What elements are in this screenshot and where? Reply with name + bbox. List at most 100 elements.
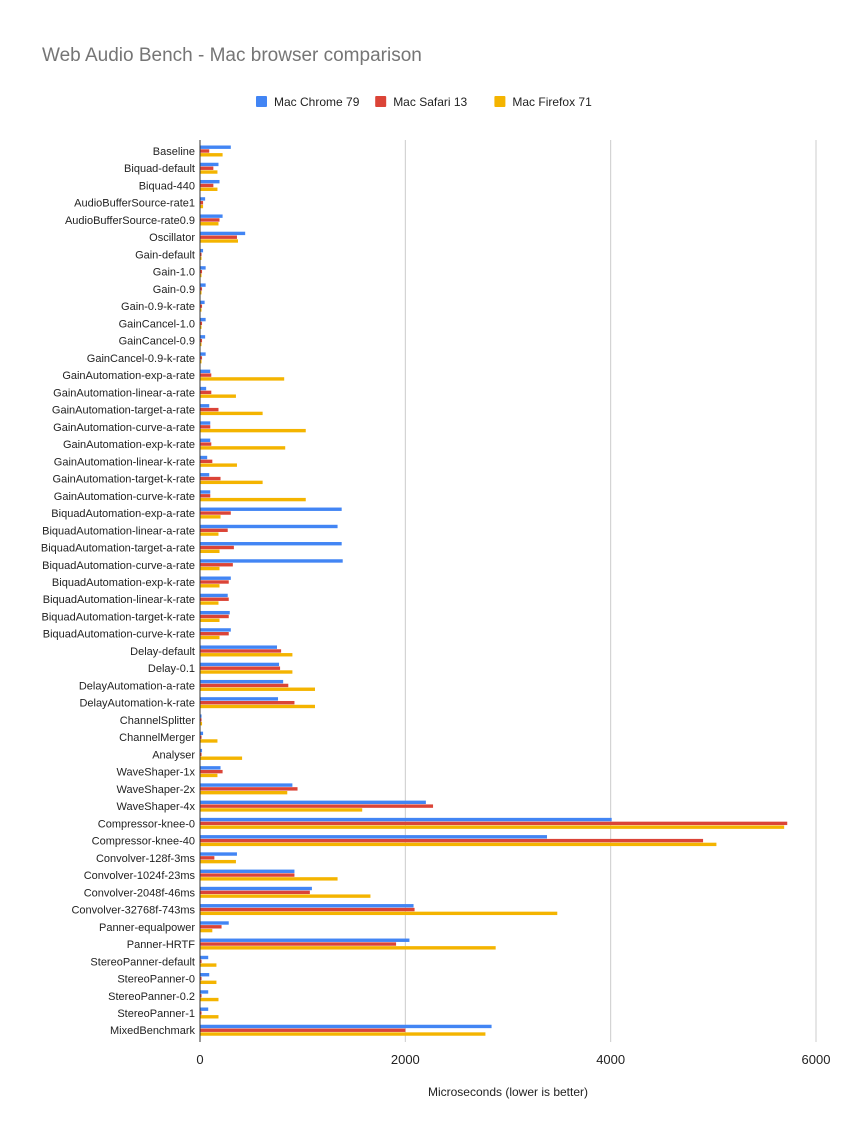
bar: Mac Firefox 71 - Compressor-knee-40: 503… (200, 842, 717, 847)
bar: Mac Safari 13 - GainCancel-1.0: 20 (200, 321, 203, 326)
bar: Mac Chrome 79 - GainAutomation-exp-a-rat… (200, 369, 211, 374)
bar: Mac Safari 13 - BiquadAutomation-linear-… (200, 597, 229, 601)
category-label: Compressor-knee-0 (98, 818, 195, 830)
bar: Mac Firefox 71 - ChannelMerger: 170 (200, 739, 218, 743)
bar: Mac Firefox 71 - StereoPanner-0: 160 (200, 980, 217, 985)
bar: Mac Safari 13 - GainAutomation-exp-a-rat… (200, 373, 212, 377)
bar: Mac Firefox 71 - BiquadAutomation-curve-… (200, 566, 220, 571)
bar: Mac Safari 13 - ChannelMerger: 15 (200, 735, 202, 739)
category-label: ChannelSplitter (120, 715, 196, 727)
category-label: GainAutomation-exp-k-rate (63, 439, 195, 451)
category-label: Compressor-knee-40 (92, 836, 195, 848)
bar: Mac Chrome 79 - Panner-HRTF: 2040 (200, 938, 410, 942)
chart-title: Web Audio Bench - Mac browser comparison (42, 45, 422, 66)
category-label: Convolver-1024f-23ms (84, 870, 196, 882)
x-tick-label: 6000 (802, 1052, 831, 1067)
category-label: Panner-HRTF (127, 939, 196, 951)
category-label: BiquadAutomation-target-a-rate (41, 543, 195, 555)
bar: Mac Firefox 71 - StereoPanner-default: 1… (200, 963, 217, 967)
bar: Mac Chrome 79 - GainAutomation-target-k-… (200, 473, 210, 477)
bar: Mac Firefox 71 - GainAutomation-target-k… (200, 480, 263, 485)
bar: Mac Chrome 79 - BiquadAutomation-linear-… (200, 593, 228, 598)
bar: Mac Safari 13 - Panner-equalpower: 210 (200, 925, 222, 929)
bar: Mac Chrome 79 - Gain-0.9: 55 (200, 283, 206, 287)
bar: Mac Chrome 79 - Biquad-default: 180 (200, 162, 219, 167)
bar: Mac Firefox 71 - Convolver-1024f-23ms: 1… (200, 877, 338, 881)
category-label: BiquadAutomation-linear-a-rate (42, 525, 195, 537)
bar: Mac Firefox 71 - Gain-1.0: 15 (200, 273, 202, 278)
category-label: Gain-default (135, 249, 195, 261)
bar: Mac Firefox 71 - Oscillator: 370 (200, 239, 238, 243)
x-axis-tick-labels: 0 2000 4000 6000 (196, 1052, 830, 1067)
bar: Mac Firefox 71 - Biquad-default: 170 (200, 170, 218, 174)
bar: Mac Safari 13 - GainAutomation-linear-a-… (200, 390, 212, 395)
bar: Mac Chrome 79 - GainAutomation-linear-a-… (200, 386, 207, 391)
bar: Mac Firefox 71 - GainCancel-0.9: 15 (200, 342, 202, 347)
bar: Mac Firefox 71 - GainAutomation-exp-a-ra… (200, 377, 285, 381)
bar: Mac Chrome 79 - Oscillator: 440 (200, 231, 246, 236)
category-label: MixedBenchmark (110, 1025, 195, 1037)
bar: Mac Chrome 79 - Compressor-knee-0: 4010 (200, 817, 612, 822)
legend-swatch (375, 96, 387, 107)
bar: Mac Firefox 71 - GainAutomation-exp-k-ra… (200, 446, 286, 450)
bar: Mac Firefox 71 - MixedBenchmark: 2780 (200, 1032, 486, 1036)
bar: Mac Chrome 79 - ChannelSplitter: 15 (200, 714, 202, 718)
legend-label: Mac Firefox 71 (512, 95, 592, 109)
bar: Mac Safari 13 - GainAutomation-linear-k-… (200, 459, 213, 464)
bar: Mac Safari 13 - WaveShaper-2x: 950 (200, 787, 298, 791)
bar: Mac Firefox 71 - GainCancel-1.0: 15 (200, 325, 202, 329)
category-label: Panner-equalpower (99, 922, 195, 934)
bar: Mac Firefox 71 - Gain-0.9: 15 (200, 291, 202, 295)
category-label: BiquadAutomation-curve-a-rate (42, 560, 195, 572)
category-label: BiquadAutomation-exp-a-rate (51, 508, 195, 520)
bar: Mac Safari 13 - StereoPanner-1: 15 (200, 1011, 202, 1015)
bar: Mac Safari 13 - Compressor-knee-40: 4900 (200, 838, 704, 843)
bar: Mac Chrome 79 - Gain-0.9-k-rate: 45 (200, 300, 205, 305)
bar: Mac Chrome 79 - AudioBufferSource-rate1:… (200, 197, 206, 201)
bar: Mac Firefox 71 - Baseline: 220 (200, 153, 223, 157)
category-label: Convolver-32768f-743ms (71, 905, 195, 917)
category-label: BiquadAutomation-curve-k-rate (43, 629, 195, 641)
x-tick-label: 2000 (391, 1052, 420, 1067)
bar: Mac Chrome 79 - MixedBenchmark: 2840 (200, 1024, 492, 1029)
bar: Mac Firefox 71 - AudioBufferSource-rate1… (200, 204, 204, 209)
category-label: GainCancel-0.9 (119, 336, 195, 348)
bar: Mac Safari 13 - WaveShaper-4x: 2270 (200, 804, 434, 808)
bar: Mac Chrome 79 - Baseline: 300 (200, 145, 231, 149)
bar: Mac Chrome 79 - GainAutomation-curve-a-r… (200, 421, 211, 425)
bar: Mac Firefox 71 - BiquadAutomation-exp-k-… (200, 584, 220, 588)
bar: Mac Chrome 79 - GainAutomation-curve-k-r… (200, 490, 211, 494)
category-label: GainAutomation-curve-a-rate (53, 422, 195, 434)
bar: Mac Chrome 79 - GainAutomation-exp-k-rat… (200, 438, 211, 442)
legend: Mac Chrome 79 Mac Safari 13 Mac Firefox 71 (256, 95, 592, 109)
bar: Mac Firefox 71 - BiquadAutomation-linear… (200, 601, 219, 605)
bar: Mac Safari 13 - Convolver-128f-3ms: 140 (200, 856, 215, 860)
category-label: GainAutomation-linear-k-rate (54, 456, 195, 468)
bar: Mac Firefox 71 - BiquadAutomation-target… (200, 618, 220, 622)
bar: Mac Firefox 71 - Convolver-32768f-743ms:… (200, 911, 558, 916)
category-label: Convolver-128f-3ms (96, 853, 196, 865)
category-label: ChannelMerger (119, 732, 195, 744)
category-label: Gain-0.9 (153, 284, 195, 296)
bar: Mac Firefox 71 - GainAutomation-curve-k-… (200, 497, 306, 502)
bar: Mac Safari 13 - Delay-0.1: 780 (200, 666, 281, 670)
bar: Mac Firefox 71 - Delay-default: 900 (200, 653, 293, 657)
category-label: GainAutomation-target-k-rate (53, 474, 195, 486)
bar: Mac Firefox 71 - DelayAutomation-a-rate:… (200, 687, 315, 691)
category-label: GainAutomation-exp-a-rate (62, 370, 195, 382)
category-label: DelayAutomation-a-rate (79, 680, 195, 692)
bar: Mac Safari 13 - StereoPanner-0: 15 (200, 976, 202, 981)
bar: Mac Chrome 79 - GainAutomation-linear-k-… (200, 455, 208, 460)
bar: Mac Firefox 71 - WaveShaper-1x: 170 (200, 773, 218, 778)
bar: Mac Safari 13 - Gain-0.9-k-rate: 20 (200, 304, 203, 308)
bar: Mac Chrome 79 - Convolver-2048f-46ms: 10… (200, 886, 312, 891)
bar: Mac Chrome 79 - Convolver-1024f-23ms: 92… (200, 869, 295, 873)
bar: Mac Chrome 79 - Convolver-128f-3ms: 360 (200, 852, 237, 856)
category-label: BiquadAutomation-target-k-rate (42, 611, 195, 623)
bar: Mac Firefox 71 - WaveShaper-4x: 1580 (200, 808, 363, 812)
bar: Mac Safari 13 - Gain-default: 15 (200, 252, 202, 257)
bar: Mac Chrome 79 - BiquadAutomation-curve-a… (200, 559, 343, 563)
bar: Mac Chrome 79 - GainCancel-1.0: 55 (200, 317, 206, 322)
bar: Mac Firefox 71 - BiquadAutomation-target… (200, 549, 220, 554)
